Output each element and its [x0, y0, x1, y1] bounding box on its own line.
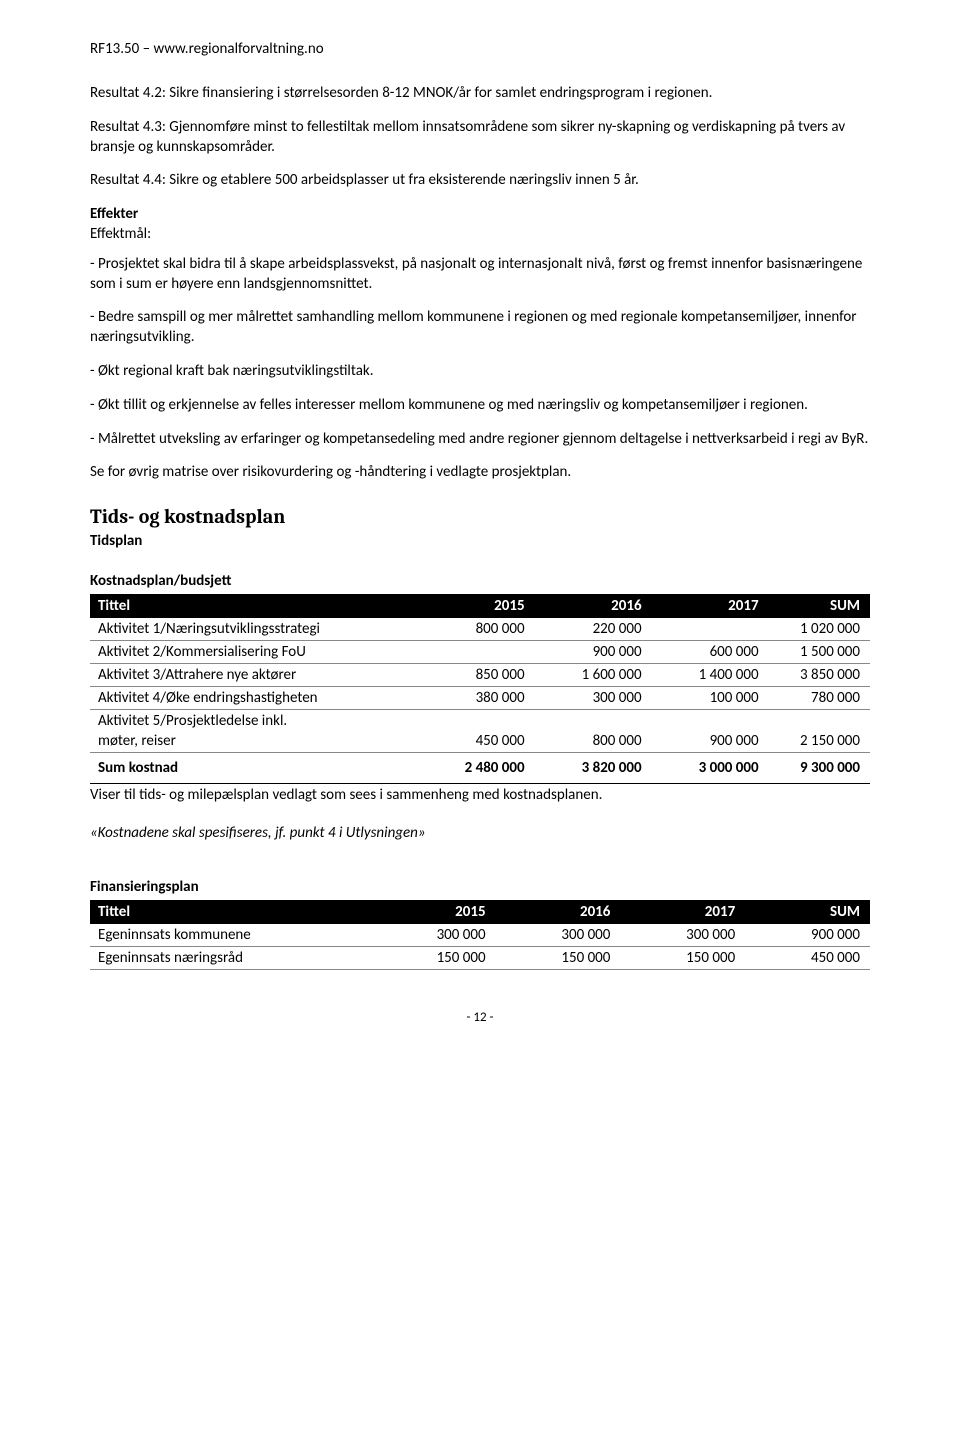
- table-row: Aktivitet 5/Prosjektledelse inkl.: [90, 710, 870, 731]
- cell-title: Aktivitet 1/Næringsutviklingsstrategi: [90, 618, 418, 641]
- cell-title: Aktivitet 3/Attrahere nye aktører: [90, 664, 418, 687]
- cell-value: [418, 641, 535, 664]
- paragraph-see-also: Se for øvrig matrise over risikovurderin…: [90, 463, 870, 483]
- cell-value: 9 300 000: [769, 753, 870, 784]
- effekt-item-2: - Bedre samspill og mer målrettet samhan…: [90, 308, 870, 348]
- cell-value: 1 020 000: [769, 618, 870, 641]
- cell-value: 150 000: [371, 946, 496, 969]
- kostnadsplan-table: Tittel 2015 2016 2017 SUM Aktivitet 1/Næ…: [90, 594, 870, 784]
- cell-value: 3 000 000: [652, 753, 769, 784]
- cell-value: 1 600 000: [535, 664, 652, 687]
- col-sum: SUM: [745, 900, 870, 924]
- cell-value: [652, 710, 769, 731]
- col-2015: 2015: [371, 900, 496, 924]
- cell-value: 3 820 000: [535, 753, 652, 784]
- effekt-item-3: - Økt regional kraft bak næringsutviklin…: [90, 362, 870, 382]
- cell-value: 600 000: [652, 641, 769, 664]
- table-row: Aktivitet 3/Attrahere nye aktører850 000…: [90, 664, 870, 687]
- table-header-row: Tittel 2015 2016 2017 SUM: [90, 594, 870, 618]
- col-2017: 2017: [620, 900, 745, 924]
- table-header-row: Tittel 2015 2016 2017 SUM: [90, 900, 870, 924]
- col-2015: 2015: [418, 594, 535, 618]
- effektmal-label: Effektmål:: [90, 225, 151, 243]
- col-tittel: Tittel: [90, 900, 371, 924]
- cell-title: Egeninnsats kommunene: [90, 924, 371, 947]
- effekt-item-4: - Økt tillit og erkjennelse av felles in…: [90, 396, 870, 416]
- cell-value: [769, 710, 870, 731]
- page-number: - 12 -: [90, 1010, 870, 1025]
- col-2016: 2016: [496, 900, 621, 924]
- col-2017: 2017: [652, 594, 769, 618]
- cell-value: 900 000: [535, 641, 652, 664]
- cell-value: 2 150 000: [769, 730, 870, 753]
- cell-value: 450 000: [745, 946, 870, 969]
- cell-title: Sum kostnad: [90, 753, 418, 784]
- table-row: Aktivitet 2/Kommersialisering FoU 900 000…: [90, 641, 870, 664]
- cell-value: 150 000: [620, 946, 745, 969]
- kostnad-note: Viser til tids- og milepælsplan vedlagt …: [90, 786, 870, 804]
- cell-value: 2 480 000: [418, 753, 535, 784]
- section-title-tids-kostnad: Tids- og kostnadsplan: [90, 505, 870, 528]
- paragraph-resultat-4-3: Resultat 4.3: Gjennomføre minst to felle…: [90, 118, 870, 158]
- cell-value: [652, 618, 769, 641]
- paragraph-resultat-4-4: Resultat 4.4: Sikre og etablere 500 arbe…: [90, 171, 870, 191]
- page-header: RF13.50 – www.regionalforvaltning.no: [90, 40, 870, 58]
- table-row: Aktivitet 4/Øke endringshastigheten380 0…: [90, 687, 870, 710]
- effekt-item-1: - Prosjektet skal bidra til å skape arbe…: [90, 255, 870, 295]
- cell-value: 1 400 000: [652, 664, 769, 687]
- tidsplan-heading: Tidsplan: [90, 532, 870, 550]
- table-sum-row: Sum kostnad2 480 0003 820 0003 000 0009 …: [90, 753, 870, 784]
- cell-value: 300 000: [496, 924, 621, 947]
- cell-value: 900 000: [652, 730, 769, 753]
- cell-value: 900 000: [745, 924, 870, 947]
- cell-value: 800 000: [418, 618, 535, 641]
- cell-value: 380 000: [418, 687, 535, 710]
- cell-value: 300 000: [371, 924, 496, 947]
- finansieringsplan-heading: Finansieringsplan: [90, 878, 870, 896]
- cell-title: Aktivitet 2/Kommersialisering FoU: [90, 641, 418, 664]
- cell-title: Egeninnsats næringsråd: [90, 946, 371, 969]
- kostnadsplan-heading: Kostnadsplan/budsjett: [90, 572, 870, 590]
- col-sum: SUM: [769, 594, 870, 618]
- table-row: Egeninnsats kommunene300 000300 000300 0…: [90, 924, 870, 947]
- finansieringsplan-table: Tittel 2015 2016 2017 SUM Egeninnsats ko…: [90, 900, 870, 970]
- col-tittel: Tittel: [90, 594, 418, 618]
- quote-spesifiseres: «Kostnadene skal spesifiseres, jf. punkt…: [90, 824, 870, 844]
- cell-title: møter, reiser: [90, 730, 418, 753]
- table-row: Egeninnsats næringsråd150 000150 000150 …: [90, 946, 870, 969]
- table-row: møter, reiser450 000800 000900 0002 150 …: [90, 730, 870, 753]
- table-row: Aktivitet 1/Næringsutviklingsstrategi800…: [90, 618, 870, 641]
- cell-value: 100 000: [652, 687, 769, 710]
- cell-value: 800 000: [535, 730, 652, 753]
- paragraph-resultat-4-2: Resultat 4.2: Sikre finansiering i størr…: [90, 84, 870, 104]
- effekt-item-5: - Målrettet utveksling av erfaringer og …: [90, 430, 870, 450]
- cell-title: Aktivitet 5/Prosjektledelse inkl.: [90, 710, 418, 731]
- cell-value: 450 000: [418, 730, 535, 753]
- col-2016: 2016: [535, 594, 652, 618]
- cell-value: 3 850 000: [769, 664, 870, 687]
- cell-value: [535, 710, 652, 731]
- cell-value: 300 000: [535, 687, 652, 710]
- cell-value: [418, 710, 535, 731]
- cell-value: 780 000: [769, 687, 870, 710]
- effekter-heading: Effekter: [90, 205, 138, 223]
- cell-value: 150 000: [496, 946, 621, 969]
- cell-value: 850 000: [418, 664, 535, 687]
- cell-value: 300 000: [620, 924, 745, 947]
- cell-value: 1 500 000: [769, 641, 870, 664]
- cell-title: Aktivitet 4/Øke endringshastigheten: [90, 687, 418, 710]
- cell-value: 220 000: [535, 618, 652, 641]
